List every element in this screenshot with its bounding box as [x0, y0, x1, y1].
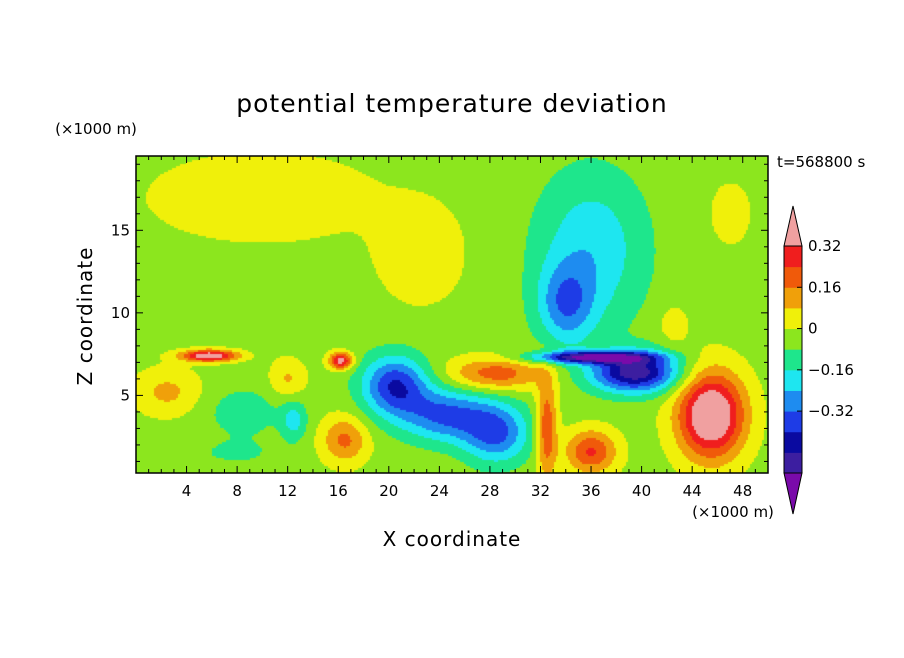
colorbar-frame — [783, 245, 803, 474]
colorbar-cell — [784, 411, 802, 433]
y-tick-label: 15 — [111, 221, 130, 239]
colorbar-tick-label: 0.32 — [808, 237, 841, 255]
chart-title: potential temperature deviation — [236, 89, 667, 118]
colorbar-cell — [784, 246, 802, 268]
x-axis-label: X coordinate — [383, 527, 522, 551]
y-tick-label: 5 — [120, 386, 130, 404]
colorbar-cell — [784, 452, 802, 474]
colorbar: 0.32 0.16 0 −0.16 −0.32 — [783, 205, 854, 515]
x-tick-label: 4 — [182, 482, 192, 500]
colorbar-cell — [784, 349, 802, 371]
colorbar-tick-label: 0 — [808, 320, 818, 338]
x-tick-label: 12 — [278, 482, 297, 500]
y-axis: 5 10 15 — [111, 163, 768, 462]
colorbar-tick-label: 0.16 — [808, 278, 841, 296]
x-tick-label: 28 — [480, 482, 499, 500]
x-tick-label: 16 — [329, 482, 348, 500]
x-unit-label: (×1000 m) — [692, 503, 774, 521]
x-tick-label: 24 — [430, 482, 449, 500]
colorbar-cell — [784, 431, 802, 453]
colorbar-bottom-arrow — [783, 472, 803, 515]
colorbar-cell — [784, 287, 802, 309]
colorbar-tick-label: −0.32 — [808, 402, 854, 420]
colorbar-cell — [784, 369, 802, 391]
x-axis: 4 8 12 16 20 24 28 32 36 40 44 48 — [148, 156, 756, 500]
colorbar-top-arrow — [783, 205, 803, 247]
y-tick-label: 10 — [111, 304, 130, 322]
colorbar-cell — [784, 328, 802, 350]
time-label: t=568800 s — [777, 153, 865, 171]
x-tick-label: 8 — [232, 482, 242, 500]
x-tick-label: 44 — [683, 482, 702, 500]
x-tick-label: 32 — [531, 482, 550, 500]
y-axis-label: Z coordinate — [73, 247, 97, 386]
colorbar-tick-label: −0.16 — [808, 361, 854, 379]
x-tick-label: 20 — [379, 482, 398, 500]
y-unit-label: (×1000 m) — [55, 120, 137, 138]
colorbar-cell — [784, 307, 802, 330]
x-tick-label: 40 — [632, 482, 651, 500]
x-tick-label: 36 — [581, 482, 600, 500]
plot-area — [135, 155, 769, 474]
contour-field — [136, 156, 768, 473]
colorbar-cell — [784, 390, 802, 412]
colorbar-cell — [784, 266, 802, 288]
x-tick-label: 48 — [733, 482, 752, 500]
